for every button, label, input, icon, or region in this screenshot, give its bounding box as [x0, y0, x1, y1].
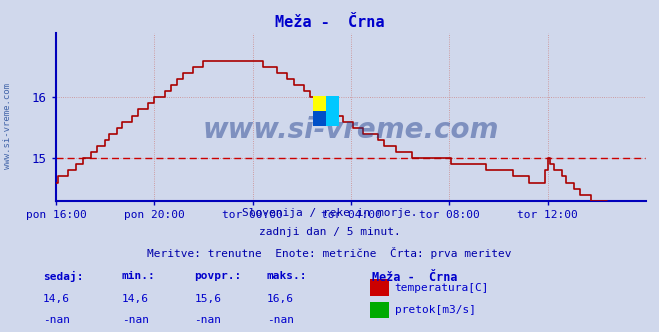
Text: 15,6: 15,6: [194, 294, 221, 304]
Text: 14,6: 14,6: [43, 294, 70, 304]
Text: -nan: -nan: [43, 315, 70, 325]
Text: pretok[m3/s]: pretok[m3/s]: [395, 305, 476, 315]
Text: povpr.:: povpr.:: [194, 271, 242, 281]
Text: 16,6: 16,6: [267, 294, 294, 304]
Text: Meritve: trenutne  Enote: metrične  Črta: prva meritev: Meritve: trenutne Enote: metrične Črta: …: [147, 247, 512, 259]
Text: -nan: -nan: [122, 315, 149, 325]
Text: min.:: min.:: [122, 271, 156, 281]
Text: -nan: -nan: [267, 315, 294, 325]
Text: sedaj:: sedaj:: [43, 271, 83, 282]
Text: Slovenija / reke in morje.: Slovenija / reke in morje.: [242, 208, 417, 217]
Text: temperatura[C]: temperatura[C]: [395, 283, 489, 293]
Text: www.si-vreme.com: www.si-vreme.com: [3, 83, 13, 169]
Text: www.si-vreme.com: www.si-vreme.com: [203, 117, 499, 144]
Text: maks.:: maks.:: [267, 271, 307, 281]
Text: zadnji dan / 5 minut.: zadnji dan / 5 minut.: [258, 227, 401, 237]
Text: 14,6: 14,6: [122, 294, 149, 304]
Text: Meža -  Črna: Meža - Črna: [275, 15, 384, 30]
Text: -nan: -nan: [194, 315, 221, 325]
Text: Meža -  Črna: Meža - Črna: [372, 271, 458, 284]
